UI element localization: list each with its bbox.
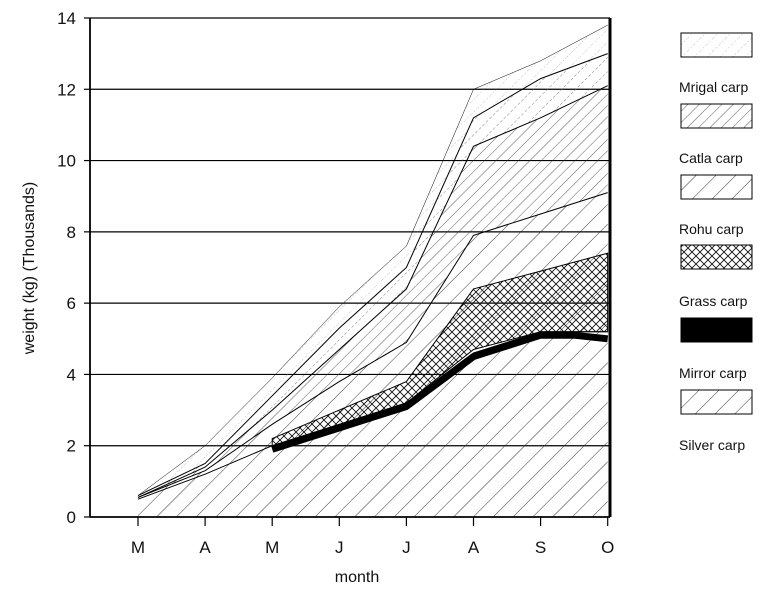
series-line [137, 53, 608, 497]
x-tick-label: A [468, 538, 480, 557]
legend-swatch [680, 389, 753, 415]
legend-swatch [680, 317, 753, 343]
x-tick-label: M [131, 538, 145, 557]
legend-swatch [680, 244, 753, 270]
legend: Mrigal carp Catla carp Rohu carp Grass carp… [679, 32, 753, 453]
legend-swatch [680, 103, 753, 129]
series-line [137, 85, 608, 498]
y-tick-label: 0 [67, 508, 76, 527]
y-axis-label: weight (kg) (Thousands) [21, 182, 38, 356]
y-tick-label: 12 [57, 80, 76, 99]
legend-label: Grass carp [679, 293, 748, 309]
area-catla-carp [138, 192, 608, 500]
legend-label: Silver carp [679, 437, 745, 453]
x-tick-label: S [535, 538, 546, 557]
y-tick-label: 4 [67, 365, 76, 384]
y-tick-label: 6 [67, 294, 76, 313]
chart-areas [137, 18, 612, 517]
legend-label: Mrigal carp [679, 79, 748, 95]
y-tick-label: 2 [67, 437, 76, 456]
y-tick-label: 14 [57, 9, 76, 28]
x-tick-label: A [199, 538, 211, 557]
x-tick-label: O [601, 538, 614, 557]
area-silver-carp [138, 331, 608, 517]
y-tick-label: 10 [57, 152, 76, 171]
axes [89, 17, 610, 518]
legend-swatch [680, 32, 753, 58]
legend-label: Catla carp [679, 150, 743, 166]
legend-label: Mirror carp [679, 365, 747, 381]
legend-swatch [680, 174, 753, 200]
area-unlabeled [138, 53, 608, 498]
y-tick-labels: 0 2 4 6 8 10 12 14 [57, 9, 90, 527]
legend-label: Rohu carp [679, 221, 744, 237]
y-tick-label: 8 [67, 223, 76, 242]
series-line [137, 192, 608, 498]
series-line [137, 24, 608, 496]
x-tick-label: J [335, 538, 344, 557]
area-grass-carp [271, 331, 609, 453]
area-mrigal-carp [138, 85, 608, 498]
x-tick-label: M [265, 538, 279, 557]
x-tick-label: J [402, 538, 411, 557]
x-axis-label: month [335, 569, 379, 586]
